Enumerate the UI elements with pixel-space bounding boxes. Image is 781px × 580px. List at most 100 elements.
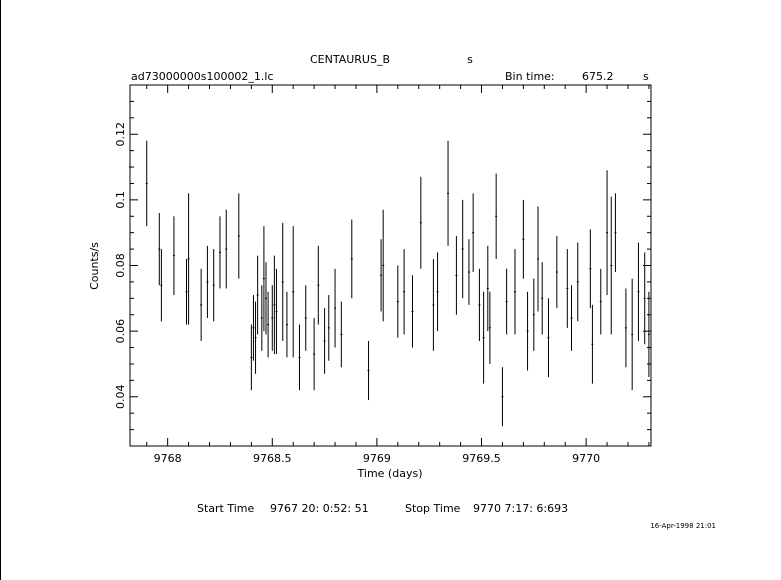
data-point (225, 248, 228, 250)
stop-time-label: Stop Time (405, 502, 461, 515)
data-point (643, 297, 646, 299)
start-time-value: 9767 20: 0:52: 51 (270, 502, 369, 515)
data-point (340, 333, 343, 335)
data-point (187, 258, 190, 260)
stop-time-value: 9770 7:17: 6:693 (473, 502, 568, 515)
data-point (273, 304, 276, 306)
data-point (350, 258, 353, 260)
data-point (237, 235, 240, 237)
data-point (505, 301, 508, 303)
data-point (576, 281, 579, 283)
data-point (447, 192, 450, 194)
data-point (513, 291, 516, 293)
data-point (631, 333, 634, 335)
data-point (172, 255, 175, 257)
data-point (614, 232, 617, 234)
data-point (606, 232, 609, 234)
data-point (486, 287, 489, 289)
x-tick-label: 9770 (572, 452, 600, 465)
data-point (537, 258, 540, 260)
data-point (262, 278, 265, 280)
data-point (256, 294, 259, 296)
data-point (532, 314, 535, 316)
data-point (275, 310, 278, 312)
x-tick-label: 9768.5 (253, 452, 292, 465)
data-point (185, 291, 188, 293)
data-point (432, 304, 435, 306)
data-point (482, 337, 485, 339)
bin-time-label: Bin time: (505, 70, 555, 83)
bin-time-value: 675.2 (582, 70, 614, 83)
bin-time-unit: s (643, 70, 649, 83)
left-border-line (0, 0, 1, 580)
data-point (281, 281, 284, 283)
data-point (396, 301, 399, 303)
data-point (501, 396, 504, 398)
data-point (313, 353, 316, 355)
data-point (495, 215, 498, 217)
data-point (547, 337, 550, 339)
data-point (589, 268, 592, 270)
data-point (461, 248, 464, 250)
data-point (624, 327, 627, 329)
data-point (570, 317, 573, 319)
data-point (265, 297, 268, 299)
data-point (591, 343, 594, 345)
data-point (526, 330, 529, 332)
data-point (472, 232, 475, 234)
data-points (129, 114, 650, 427)
data-point (403, 291, 406, 293)
y-tick-label: 0.12 (114, 122, 127, 147)
y-tick-label: 0.1 (114, 191, 127, 209)
data-point (252, 327, 255, 329)
data-point (250, 356, 253, 358)
data-point (212, 284, 215, 286)
data-point (610, 265, 613, 266)
start-time-label: Start Time (197, 502, 255, 515)
y-axis-label: Counts/s (88, 242, 101, 290)
data-point (200, 304, 203, 306)
plot-frame (129, 84, 652, 447)
data-point (160, 284, 163, 286)
x-axis-label: Time (days) (357, 467, 423, 480)
data-point (541, 297, 544, 299)
object-title: CENTAURUS_B (310, 53, 390, 66)
data-point (206, 281, 209, 283)
data-point (647, 333, 650, 335)
data-point (158, 248, 161, 250)
data-point (555, 271, 558, 273)
object-title-suffix: s (467, 53, 473, 66)
data-point (271, 317, 274, 319)
y-tick-label: 0.04 (114, 385, 127, 410)
file-name: ad73000000s100002_1.lc (131, 70, 274, 83)
data-point (323, 340, 326, 342)
y-tick-label: 0.08 (114, 253, 127, 278)
x-tick-label: 9768 (154, 452, 182, 465)
data-point (455, 274, 458, 276)
data-point (467, 271, 470, 273)
data-point (436, 291, 439, 293)
data-point (260, 317, 263, 319)
data-point (145, 182, 148, 184)
axis-ticks: 9768 9768.5 9769 9769.5 9770 0.04 0.06 0.08 0.1 0… (114, 84, 651, 465)
data-point (382, 265, 385, 266)
data-point (367, 370, 370, 372)
data-point (599, 301, 602, 303)
data-point (334, 307, 337, 309)
data-point (317, 284, 320, 286)
date-stamp: 16-Apr-1998 21:01 (650, 522, 716, 530)
data-point (285, 324, 288, 326)
data-point (637, 291, 640, 293)
data-point (129, 166, 131, 168)
data-point (298, 356, 301, 358)
data-point (566, 287, 569, 289)
data-point (327, 327, 330, 329)
y-tick-label: 0.06 (114, 319, 127, 344)
data-point (218, 251, 221, 253)
data-point (488, 327, 491, 329)
data-point (419, 222, 422, 224)
data-point (304, 317, 307, 319)
x-tick-label: 9769 (363, 452, 391, 465)
data-point (522, 238, 525, 240)
